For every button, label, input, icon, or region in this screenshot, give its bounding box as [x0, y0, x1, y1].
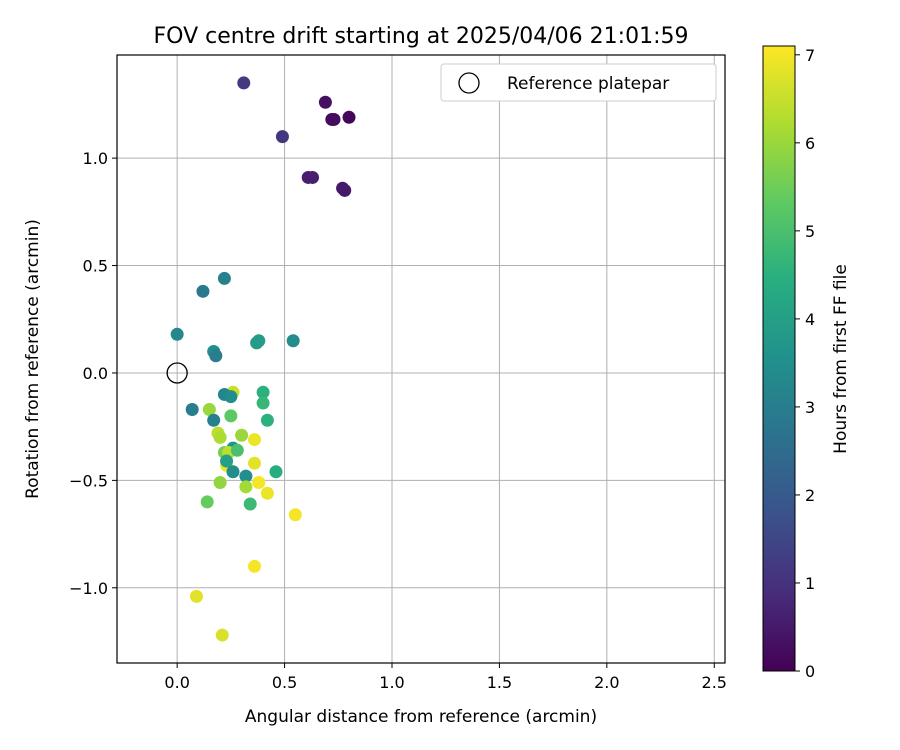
data-point — [252, 334, 266, 348]
colorbar — [762, 45, 796, 672]
x-tick-label: 2.0 — [594, 673, 619, 692]
data-point — [207, 413, 221, 427]
data-point — [247, 433, 261, 447]
data-point — [338, 183, 352, 197]
data-point — [213, 430, 227, 444]
data-point — [318, 95, 332, 109]
colorbar-tick-label: 3 — [805, 398, 815, 417]
data-point — [200, 495, 214, 509]
data-point — [252, 476, 266, 490]
y-tick-label: 0.0 — [83, 364, 108, 383]
data-point — [260, 413, 274, 427]
data-point — [260, 486, 274, 500]
colorbar-label: Hours from first FF file — [831, 264, 851, 454]
colorbar-tick-label: 6 — [805, 134, 815, 153]
data-points — [170, 76, 356, 642]
chart-title: FOV centre drift starting at 2025/04/06 … — [154, 24, 689, 49]
data-point — [286, 334, 300, 348]
data-point — [215, 628, 229, 642]
colorbar-tick-label: 2 — [805, 486, 815, 505]
data-point — [239, 469, 253, 483]
y-tick-label: 1.0 — [83, 149, 108, 168]
plot-frame — [116, 54, 726, 664]
colorbar-tick-label: 0 — [805, 662, 815, 681]
colorbar-ticks: 0 1 2 3 4 5 6 7 — [795, 46, 815, 681]
data-point — [269, 465, 283, 479]
data-point — [213, 476, 227, 490]
data-point — [202, 402, 216, 416]
data-point — [239, 480, 253, 494]
data-point — [256, 385, 270, 399]
grid-lines — [117, 55, 725, 663]
y-tick-label: −0.5 — [69, 471, 108, 490]
data-point — [217, 271, 231, 285]
data-point — [235, 428, 249, 442]
reference-point — [166, 362, 188, 384]
y-axis-ticks: −1.0 −0.5 0.0 0.5 1.0 — [69, 149, 117, 598]
data-point — [209, 349, 223, 363]
colorbar-tick-label: 4 — [805, 310, 815, 329]
x-tick-label: 1.5 — [487, 673, 512, 692]
data-point — [327, 112, 341, 126]
data-point — [185, 402, 199, 416]
x-tick-label: 0.0 — [164, 673, 189, 692]
data-point — [196, 284, 210, 298]
data-point — [247, 559, 261, 573]
colorbar-tick-label: 7 — [805, 46, 815, 65]
data-point — [256, 396, 270, 410]
legend: Reference platepar — [440, 63, 717, 102]
data-point — [306, 170, 320, 184]
legend-label: Reference platepar — [507, 74, 669, 94]
x-tick-label: 2.5 — [702, 673, 727, 692]
data-point — [224, 390, 238, 404]
data-point — [275, 130, 289, 144]
data-point — [170, 327, 184, 341]
colorbar-tick-label: 1 — [805, 574, 815, 593]
data-point — [247, 456, 261, 470]
colorbar-tick-label: 5 — [805, 222, 815, 241]
x-tick-label: 0.5 — [272, 673, 297, 692]
data-point — [230, 443, 244, 457]
data-point — [224, 409, 238, 423]
x-tick-label: 1.0 — [379, 673, 404, 692]
data-point — [342, 110, 356, 124]
y-tick-label: 0.5 — [83, 257, 108, 276]
reference-marker-group — [166, 362, 188, 384]
y-axis-label: Rotation from reference (arcmin) — [23, 219, 43, 499]
data-point — [220, 454, 234, 468]
data-point — [288, 508, 302, 522]
data-point — [189, 589, 203, 603]
legend-box — [440, 63, 717, 102]
data-point — [243, 497, 257, 511]
data-point — [237, 76, 251, 90]
x-axis-ticks: 0.0 0.5 1.0 1.5 2.0 2.5 — [164, 663, 727, 692]
x-axis-label: Angular distance from reference (arcmin) — [245, 707, 597, 727]
legend-marker-open-circle — [458, 72, 480, 94]
y-tick-label: −1.0 — [69, 579, 108, 598]
data-point — [226, 465, 240, 479]
